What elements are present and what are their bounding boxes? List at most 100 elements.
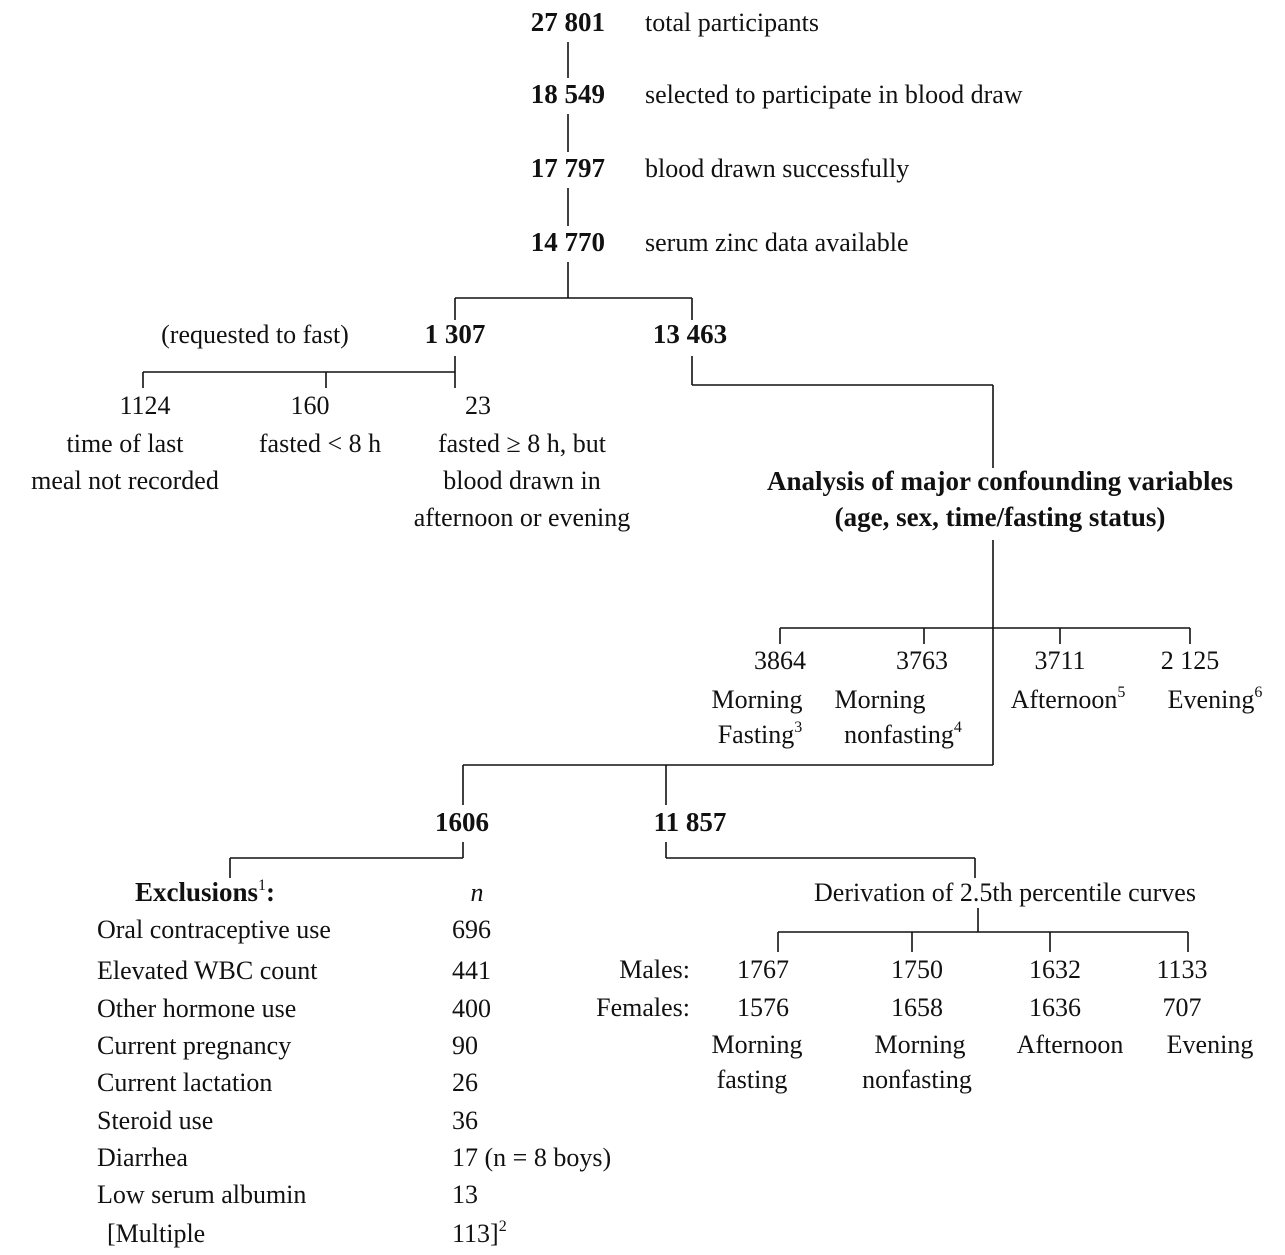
text-part: Current pregnancy bbox=[97, 1031, 291, 1060]
text-part: Evening bbox=[1168, 685, 1255, 714]
count: 1767 bbox=[737, 955, 789, 984]
text-part: Afternoon bbox=[1017, 1030, 1124, 1059]
count: 3864 bbox=[754, 646, 806, 675]
label: nonfasting bbox=[862, 1065, 972, 1094]
text-part: Females: bbox=[596, 993, 690, 1022]
text-part: time of last bbox=[67, 429, 185, 458]
text-part: 1133 bbox=[1156, 955, 1207, 984]
text-part: Elevated WBC count bbox=[97, 956, 318, 985]
analysis-title: (age, sex, time/fasting status) bbox=[835, 502, 1166, 532]
text-part: 1 307 bbox=[425, 319, 486, 349]
text-part: [Multiple bbox=[107, 1219, 205, 1248]
count: 2 125 bbox=[1161, 646, 1220, 675]
count: 3763 bbox=[896, 646, 948, 675]
count: 160 bbox=[291, 391, 330, 420]
row-label: Current lactation bbox=[97, 1068, 272, 1097]
text-part: fasting bbox=[717, 1065, 788, 1094]
text-part: 18 549 bbox=[531, 79, 605, 109]
count: 27 801 bbox=[531, 7, 605, 37]
note: (requested to fast) bbox=[161, 320, 349, 349]
row-label: Elevated WBC count bbox=[97, 956, 318, 985]
row-value: 400 bbox=[452, 994, 491, 1023]
count: 14 770 bbox=[531, 227, 605, 257]
count: 1124 bbox=[119, 391, 170, 420]
step-label: blood drawn successfully bbox=[645, 154, 909, 183]
text-part: 1576 bbox=[737, 993, 789, 1022]
count: 1658 bbox=[891, 993, 943, 1022]
text-part: meal not recorded bbox=[31, 466, 219, 495]
text-part: Exclusions bbox=[135, 877, 258, 907]
count: 707 bbox=[1163, 993, 1202, 1022]
text-part: 441 bbox=[452, 956, 491, 985]
text-part: 11 857 bbox=[654, 807, 727, 837]
count: 13 463 bbox=[653, 319, 727, 349]
text-part: selected to participate in blood draw bbox=[645, 80, 1023, 109]
label: Afternoon5 bbox=[1011, 684, 1126, 714]
count: 1133 bbox=[1156, 955, 1207, 984]
row-value: 90 bbox=[452, 1031, 478, 1060]
text-part: 3711 bbox=[1034, 646, 1085, 675]
text-part: 13 463 bbox=[653, 319, 727, 349]
label: Morning bbox=[712, 1030, 803, 1059]
text-part: 1767 bbox=[737, 955, 789, 984]
text-part: Oral contraceptive use bbox=[97, 915, 331, 944]
text-part: 14 770 bbox=[531, 227, 605, 257]
count: 11 857 bbox=[654, 807, 727, 837]
label: nonfasting4 bbox=[844, 719, 962, 749]
analysis-title: Analysis of major confounding variables bbox=[767, 466, 1233, 496]
text-part: 1606 bbox=[435, 807, 489, 837]
label: time of last bbox=[67, 429, 185, 458]
row-label: Oral contraceptive use bbox=[97, 915, 331, 944]
text-part: : bbox=[266, 877, 275, 907]
superscript: 3 bbox=[794, 719, 802, 736]
text-part: 23 bbox=[465, 391, 491, 420]
text-part: (requested to fast) bbox=[161, 320, 349, 349]
text-part: 707 bbox=[1163, 993, 1202, 1022]
text-part: fasted ≥ 8 h, but bbox=[438, 429, 607, 458]
text-part: Steroid use bbox=[97, 1106, 213, 1135]
superscript: 5 bbox=[1117, 684, 1125, 701]
text-part: 400 bbox=[452, 994, 491, 1023]
text-part: (age, sex, time/fasting status) bbox=[835, 502, 1166, 532]
count: 1606 bbox=[435, 807, 489, 837]
text-part: 2 125 bbox=[1161, 646, 1220, 675]
label: Morning bbox=[712, 685, 803, 714]
row-label: Diarrhea bbox=[97, 1143, 188, 1172]
label: Morning bbox=[835, 685, 926, 714]
text-part: Morning bbox=[835, 685, 926, 714]
text-part: Morning bbox=[875, 1030, 966, 1059]
text-part: 1632 bbox=[1029, 955, 1081, 984]
row-value: 696 bbox=[452, 915, 491, 944]
heading: Exclusions1: bbox=[135, 877, 275, 907]
kept-title: Derivation of 2.5th percentile curves bbox=[814, 878, 1196, 907]
text-part: 113] bbox=[452, 1219, 499, 1248]
text-part: Derivation of 2.5th percentile curves bbox=[814, 878, 1196, 907]
superscript: 2 bbox=[499, 1218, 507, 1235]
text-part: blood drawn in bbox=[443, 466, 600, 495]
row-label: [Multiple bbox=[107, 1219, 205, 1248]
row-value: 26 bbox=[452, 1068, 478, 1097]
text-part: Current lactation bbox=[97, 1068, 272, 1097]
row-value: 36 bbox=[452, 1106, 478, 1135]
label: Evening bbox=[1167, 1030, 1254, 1059]
count: 1636 bbox=[1029, 993, 1081, 1022]
row-label: Males: bbox=[619, 955, 690, 984]
text-part: Other hormone use bbox=[97, 994, 296, 1023]
label: meal not recorded bbox=[31, 466, 219, 495]
count: 1 307 bbox=[425, 319, 486, 349]
label: Morning bbox=[875, 1030, 966, 1059]
text-part: blood drawn successfully bbox=[645, 154, 909, 183]
text-part: Diarrhea bbox=[97, 1143, 188, 1172]
step-label: serum zinc data available bbox=[645, 228, 908, 257]
count: 3711 bbox=[1034, 646, 1085, 675]
label: fasted ≥ 8 h, but bbox=[438, 429, 607, 458]
step-label: total participants bbox=[645, 8, 819, 37]
text-part: Low serum albumin bbox=[97, 1180, 306, 1209]
text-part: 36 bbox=[452, 1106, 478, 1135]
text-part: 17 797 bbox=[531, 153, 605, 183]
column-header: n bbox=[471, 878, 484, 907]
superscript: 4 bbox=[954, 719, 962, 736]
text-part: afternoon or evening bbox=[414, 503, 631, 532]
text-part: 1750 bbox=[891, 955, 943, 984]
row-label: Females: bbox=[596, 993, 690, 1022]
